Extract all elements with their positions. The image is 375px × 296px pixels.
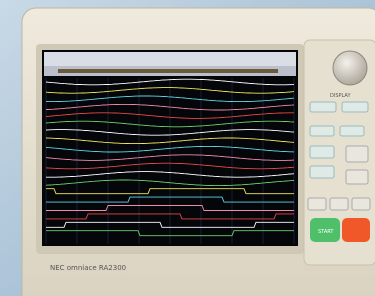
stop-button[interactable] [342, 218, 370, 242]
button[interactable] [330, 198, 348, 210]
brand-label: NEC omniace RA2300 [50, 264, 126, 272]
button[interactable] [308, 198, 326, 210]
timeline [58, 69, 278, 73]
page: NEC omniace RA2300 DISPLAY START (() => … [0, 0, 375, 296]
button[interactable] [342, 102, 368, 112]
panel-section-label: DISPLAY [330, 93, 351, 99]
button[interactable] [346, 170, 368, 184]
button[interactable] [352, 198, 370, 210]
start-label: START [318, 229, 334, 235]
button[interactable] [310, 126, 334, 136]
button[interactable] [346, 146, 368, 162]
button[interactable] [310, 166, 334, 178]
button[interactable] [310, 146, 334, 158]
button[interactable] [310, 102, 336, 112]
photo: NEC omniace RA2300 DISPLAY START [0, 0, 375, 296]
jog-knob[interactable] [333, 51, 367, 85]
button[interactable] [340, 126, 364, 136]
toolbar [44, 52, 296, 66]
